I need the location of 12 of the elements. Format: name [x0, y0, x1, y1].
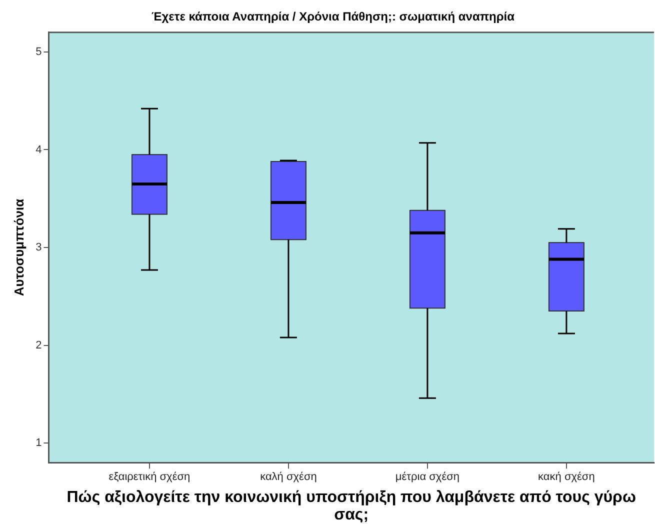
y-tick-label: 5 [36, 46, 42, 58]
x-tick-label: εξαιρετική σχέση [108, 471, 190, 484]
y-tick-label: 1 [36, 437, 42, 450]
x-axis-title: Πώς αξιολογείτε την κοινωνική υποστήριξη που λαμβάνετε από τους γύρω σας; [66, 489, 636, 524]
x-tick-label: καλή σχέση [260, 471, 317, 484]
y-tick-label: 2 [36, 339, 42, 352]
y-tick-label: 4 [36, 144, 42, 156]
chart-title: Έχετε κάποια Αναπηρία / Χρόνια Πάθηση;: σωματική αναπηρία [152, 10, 516, 24]
x-tick-label: μέτρια σχέση [395, 471, 460, 484]
x-tick-label: κακή σχέση [538, 471, 595, 484]
y-tick-label: 3 [36, 242, 42, 254]
y-axis-title: Αυτοσυμπτόνια [11, 198, 26, 296]
